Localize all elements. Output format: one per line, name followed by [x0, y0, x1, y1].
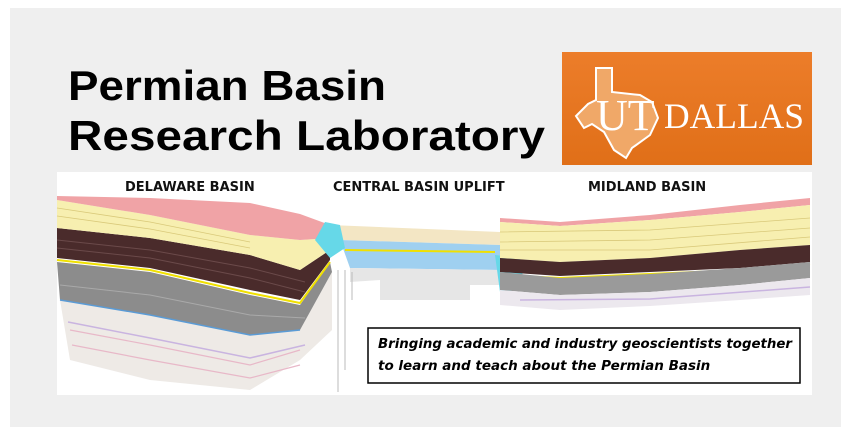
- region-label: MIDLAND BASIN: [588, 180, 706, 195]
- logo-ut: UT: [596, 91, 655, 140]
- strata: [340, 240, 500, 270]
- tagline: to learn and teach about the Permian Bas…: [378, 358, 710, 374]
- banner: Permian Basin Research Laboratory UT DAL…: [0, 0, 851, 435]
- title-line: Research Laboratory: [68, 112, 546, 159]
- logo: UT DALLAS: [562, 52, 812, 165]
- page: {"header": {"title_lines": ["Permian Bas…: [0, 0, 851, 435]
- cross-section: DELAWARE BASIN CENTRAL BASIN UPLIFT MIDL…: [57, 172, 812, 395]
- region-label: DELAWARE BASIN: [125, 180, 255, 195]
- tagline: Bringing academic and industry geoscient…: [378, 336, 793, 352]
- title-line: Permian Basin: [68, 62, 386, 109]
- region-label: CENTRAL BASIN UPLIFT: [333, 180, 505, 195]
- logo-dallas: DALLAS: [664, 96, 804, 136]
